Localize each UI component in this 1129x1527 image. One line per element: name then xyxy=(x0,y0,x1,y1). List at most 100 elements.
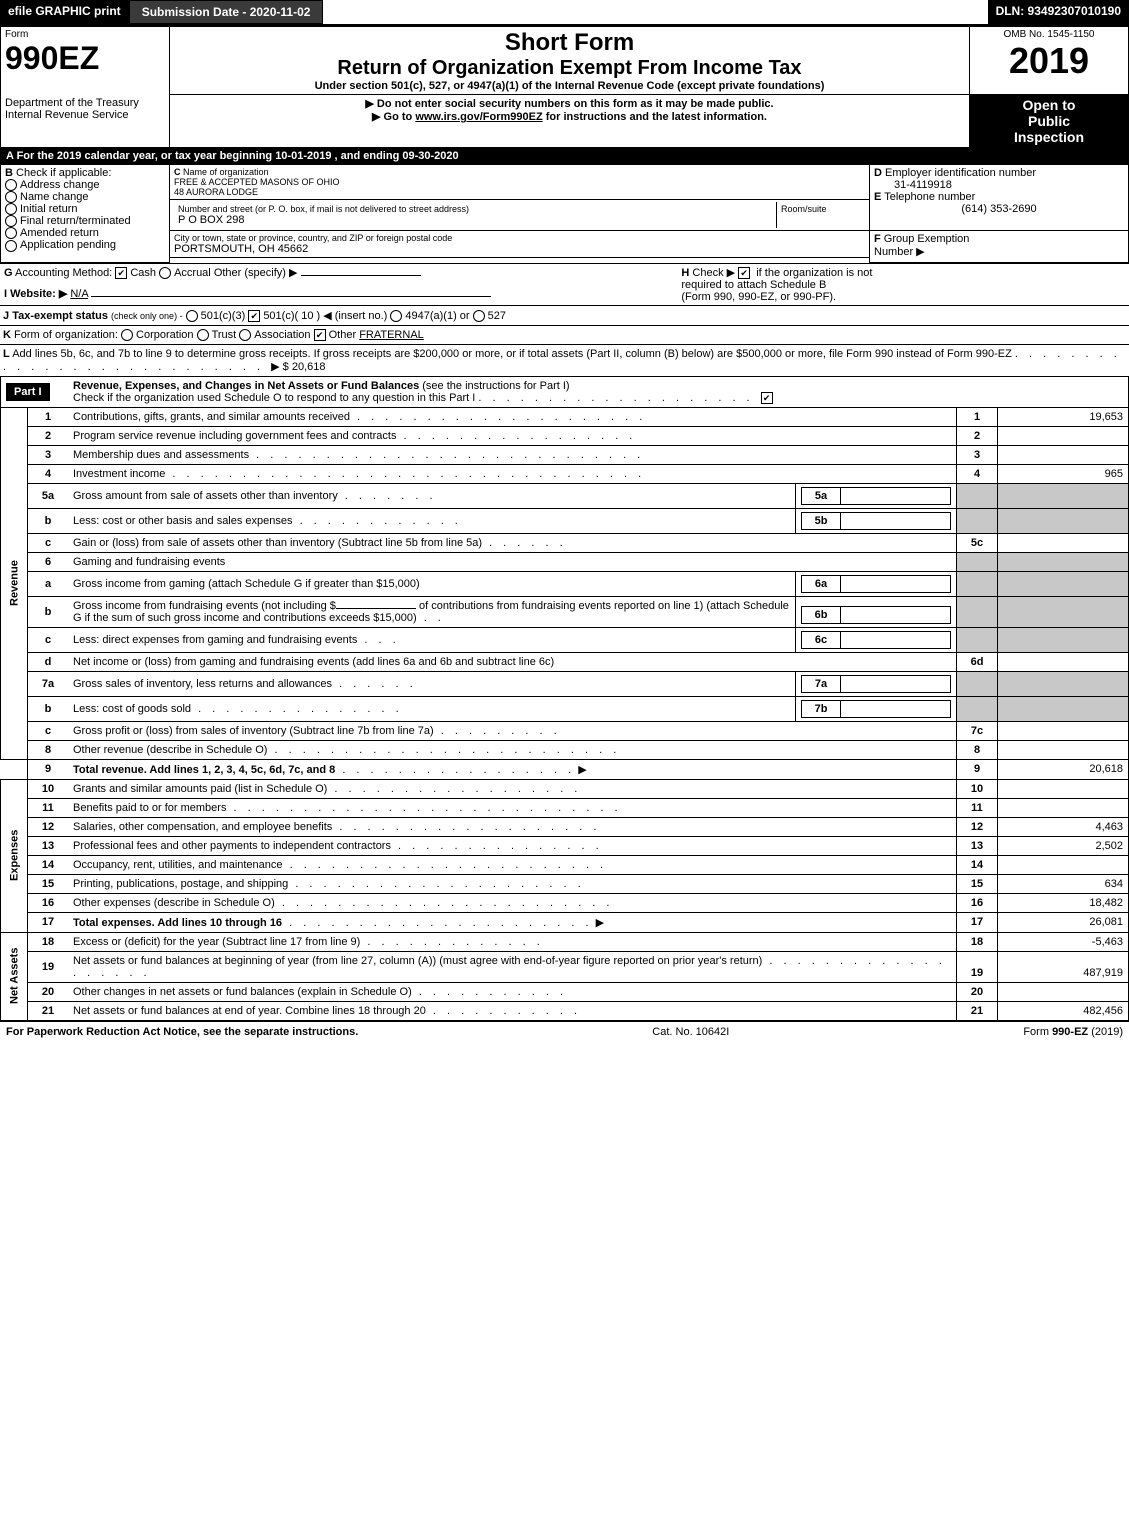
name-change-checkbox[interactable] xyxy=(5,191,17,203)
line-13-desc: Professional fees and other payments to … xyxy=(73,840,391,852)
tax-exempt-label: Tax-exempt status xyxy=(12,310,108,322)
line-1-desc: Contributions, gifts, grants, and simila… xyxy=(73,411,350,423)
accounting-method-label: Accounting Method: xyxy=(15,267,112,279)
line-3-desc: Membership dues and assessments xyxy=(73,449,249,461)
trust-checkbox[interactable] xyxy=(197,329,209,341)
section-a-tax-year: A For the 2019 calendar year, or tax yea… xyxy=(0,148,1129,164)
submission-date: Submission Date - 2020-11-02 xyxy=(129,0,324,24)
line-7b-desc: Less: cost of goods sold xyxy=(73,703,191,715)
line-13-value: 2,502 xyxy=(998,836,1129,855)
line-14-desc: Occupancy, rent, utilities, and maintena… xyxy=(73,859,283,871)
schedule-b-checkbox[interactable] xyxy=(738,267,750,279)
city-value: PORTSMOUTH, OH 45662 xyxy=(174,243,865,255)
street-value: P O BOX 298 xyxy=(178,214,772,226)
line-7a-subvalue xyxy=(841,675,951,692)
under-section: Under section 501(c), 527, or 4947(a)(1)… xyxy=(174,80,965,92)
ssn-warning: ▶ Do not enter social security numbers o… xyxy=(174,97,965,110)
room-suite-label: Room/suite xyxy=(777,202,866,228)
line-11-value xyxy=(998,798,1129,817)
line-8-desc: Other revenue (describe in Schedule O) xyxy=(73,744,267,756)
initial-return-checkbox[interactable] xyxy=(5,203,17,215)
paperwork-notice: For Paperwork Reduction Act Notice, see … xyxy=(6,1026,358,1038)
line-5a-desc: Gross amount from sale of assets other t… xyxy=(73,490,338,502)
section-b-label: B xyxy=(5,167,13,179)
accrual-checkbox[interactable] xyxy=(159,267,171,279)
line-12-desc: Salaries, other compensation, and employ… xyxy=(73,821,332,833)
line-6-desc: Gaming and fundraising events xyxy=(68,552,957,571)
application-pending-checkbox[interactable] xyxy=(5,240,17,252)
irs-label: Internal Revenue Service xyxy=(5,109,165,121)
org-name-label: Name of organization xyxy=(183,167,269,177)
group-exemption-label: Group Exemption xyxy=(884,233,970,245)
form-org-label: Form of organization: xyxy=(14,329,118,341)
amended-return-checkbox[interactable] xyxy=(5,227,17,239)
tax-year: 2019 xyxy=(974,40,1124,82)
form-label: Form xyxy=(5,29,165,40)
line-12-value: 4,463 xyxy=(998,817,1129,836)
gross-receipts-value: 20,618 xyxy=(292,361,326,373)
org-name-1: FREE & ACCEPTED MASONS OF OHIO xyxy=(174,177,865,187)
527-checkbox[interactable] xyxy=(473,310,485,322)
group-number-label: Number ▶ xyxy=(874,245,1124,258)
form-number: 990EZ xyxy=(5,40,165,77)
website-label: Website: ▶ xyxy=(10,288,67,300)
website-value: N/A xyxy=(70,288,88,300)
omb-number: OMB No. 1545-1150 xyxy=(974,29,1124,40)
line-4-desc: Investment income xyxy=(73,468,165,480)
open-public-1: Open to xyxy=(974,97,1124,113)
schedule-o-check-text: Check if the organization used Schedule … xyxy=(73,392,475,404)
line-20-desc: Other changes in net assets or fund bala… xyxy=(73,986,412,998)
line-15-desc: Printing, publications, postage, and shi… xyxy=(73,878,288,890)
line-17-value: 26,081 xyxy=(998,912,1129,932)
line-1-value: 19,653 xyxy=(998,407,1129,426)
top-bar: efile GRAPHIC print Submission Date - 20… xyxy=(0,0,1129,26)
line-6b-subvalue xyxy=(841,606,951,623)
line-5b-desc: Less: cost or other basis and sales expe… xyxy=(73,515,293,527)
line-5b-subvalue xyxy=(841,512,951,529)
4947-checkbox[interactable] xyxy=(390,310,402,322)
line-14-value xyxy=(998,855,1129,874)
line-6b-blank[interactable] xyxy=(336,608,416,609)
efile-print-button[interactable]: efile GRAPHIC print xyxy=(0,0,129,24)
cash-checkbox[interactable] xyxy=(115,267,127,279)
other-org-value: FRATERNAL xyxy=(359,329,424,341)
line-6c-desc: Less: direct expenses from gaming and fu… xyxy=(73,634,357,646)
line-21-value: 482,456 xyxy=(998,1001,1129,1020)
line-9-desc: Total revenue. Add lines 1, 2, 3, 4, 5c,… xyxy=(73,764,335,776)
501c-checkbox[interactable] xyxy=(248,310,260,322)
revenue-sidebar: Revenue xyxy=(1,407,28,759)
dln: DLN: 93492307010190 xyxy=(988,0,1129,24)
ein-value: 31-4119918 xyxy=(874,179,1124,191)
line-16-desc: Other expenses (describe in Schedule O) xyxy=(73,897,275,909)
line-20-value xyxy=(998,982,1129,1001)
final-return-checkbox[interactable] xyxy=(5,215,17,227)
501c3-checkbox[interactable] xyxy=(186,310,198,322)
line-19-value: 487,919 xyxy=(998,951,1129,982)
line-6a-subvalue xyxy=(841,575,951,592)
address-change-checkbox[interactable] xyxy=(5,179,17,191)
line-15-value: 634 xyxy=(998,874,1129,893)
corporation-checkbox[interactable] xyxy=(121,329,133,341)
line-18-value: -5,463 xyxy=(998,932,1129,951)
ein-label: Employer identification number xyxy=(885,167,1036,179)
check-h-label: Check ▶ xyxy=(692,267,735,279)
main-title: Return of Organization Exempt From Incom… xyxy=(174,57,965,80)
tel-value: (614) 353-2690 xyxy=(874,203,1124,215)
goto-link[interactable]: ▶ Go to www.irs.gov/Form990EZ for instru… xyxy=(174,110,965,123)
line-5a-subvalue xyxy=(841,487,951,504)
short-form-title: Short Form xyxy=(174,29,965,57)
line-7b-subvalue xyxy=(841,700,951,717)
line-2-value xyxy=(998,426,1129,445)
line-7c-value xyxy=(998,721,1129,740)
line-7c-desc: Gross profit or (loss) from sales of inv… xyxy=(73,725,434,737)
schedule-o-checkbox[interactable] xyxy=(761,392,773,404)
line-9-value: 20,618 xyxy=(998,759,1129,779)
gross-receipts-text: Add lines 5b, 6c, and 7b to line 9 to de… xyxy=(12,348,1012,360)
association-checkbox[interactable] xyxy=(239,329,251,341)
dept-treasury: Department of the Treasury xyxy=(5,97,165,109)
line-10-desc: Grants and similar amounts paid (list in… xyxy=(73,783,327,795)
line-3-value xyxy=(998,445,1129,464)
line-11-desc: Benefits paid to or for members xyxy=(73,802,226,814)
other-org-checkbox[interactable] xyxy=(314,329,326,341)
other-method-field[interactable] xyxy=(301,275,421,276)
